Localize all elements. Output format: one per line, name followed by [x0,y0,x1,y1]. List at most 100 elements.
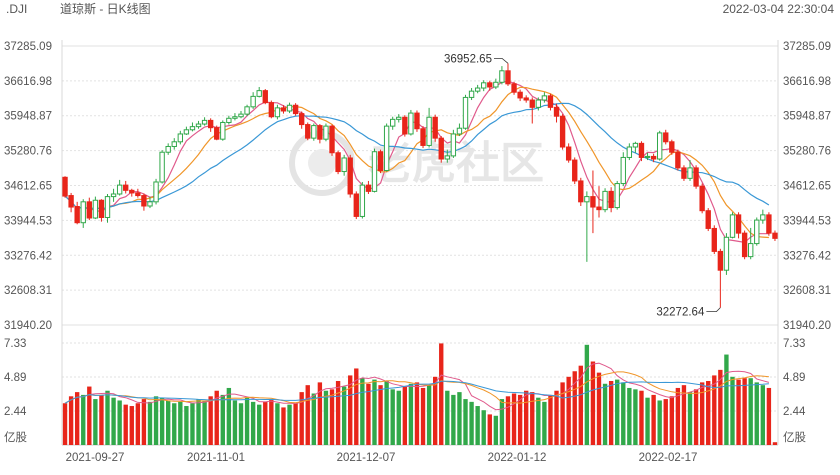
ticker-symbol: .DJI [6,2,27,16]
candle-body-up [274,107,281,118]
volume-bar [184,406,189,445]
candle-body-down [129,189,135,194]
volume-bar [366,383,371,445]
candle [390,116,396,130]
candle [565,143,572,163]
candle-body-down [578,180,584,203]
candle [335,150,341,175]
candle [517,89,523,102]
candle-body-up [195,123,202,128]
volume-bar [348,375,353,445]
candle [189,122,196,132]
candle-body-up [748,243,754,258]
volume-bar [451,394,456,445]
candle [559,114,566,150]
candle-body-down [663,132,669,143]
candle [584,191,590,262]
volume-bar [487,414,492,445]
candle [74,201,80,225]
candle-body-up [383,125,390,172]
volume-bar [263,401,268,445]
candle-body-down [517,91,523,99]
candle [129,188,135,197]
candle [165,143,171,155]
volume-bar [172,403,177,445]
candle-body-up [104,196,111,218]
candle [748,227,754,260]
candle [220,120,226,141]
price-tick-right: 33944.53 [783,215,831,227]
candle [92,196,99,220]
volume-bar [663,399,668,445]
candle [226,115,232,125]
candle-body-down [741,232,748,258]
candle [523,95,529,103]
volume-bar [390,389,395,445]
volume-bar [341,386,347,445]
candle [426,107,432,148]
candle [292,103,299,116]
candle [572,157,578,185]
candle [171,138,177,150]
price-tick-right: 37285.09 [783,41,831,53]
volume-bar [475,406,480,445]
volume-ma5-line [64,362,770,411]
volume-bar [766,387,772,445]
volume-bar [469,401,474,445]
candle [383,123,390,172]
candle-body-down [353,193,359,217]
candle [547,93,554,111]
candle [159,150,165,184]
candle [68,192,74,213]
candle [177,130,184,145]
ma20-line [64,102,770,210]
candle-body-up [602,190,608,211]
volume-bar [420,387,426,445]
candle [268,100,275,119]
candle-body-down [298,113,305,126]
ma10-line [64,86,769,239]
candle-body-down [711,227,717,252]
candle-body-up [687,167,693,179]
candle [396,114,402,123]
candle [644,152,651,161]
volume-tick-right: 7.33 [783,338,805,350]
candle-body-down [650,155,657,160]
volume-bar [639,390,644,445]
candle-body-up [256,90,262,97]
candle [620,152,626,187]
candle-body-down [141,195,147,207]
candle [274,104,281,120]
volume-bar [354,368,359,445]
index-name: 道琼斯 - 日K线图 [60,1,151,16]
volume-bar [250,401,256,445]
high-pointer [493,57,509,64]
candle-body-down [347,157,353,195]
volume-bar [724,354,729,445]
volume-bar [208,396,213,445]
candle-body-up [116,184,123,195]
candle-body-up [147,201,153,207]
volume-bar [505,396,511,445]
volume-bar [493,415,499,445]
candle [499,66,505,85]
low-pointer [706,307,721,313]
candle-body-down [432,116,438,139]
candle-body-down [365,184,372,192]
candle-body-down [317,125,323,140]
candle [153,178,159,205]
price-tick-right: 36616.98 [783,76,831,88]
candle [86,197,92,221]
candle-body-down [123,184,129,191]
candle-body-down [547,95,554,108]
price-tick-left: 35948.87 [4,111,52,123]
candle-body-down [681,167,687,179]
candle [760,209,766,224]
volume-bar [147,401,153,445]
volume-bar [675,387,681,445]
candle [723,233,730,275]
volume-bar [742,378,747,445]
candle [377,149,384,174]
candle-body-up [493,81,499,88]
